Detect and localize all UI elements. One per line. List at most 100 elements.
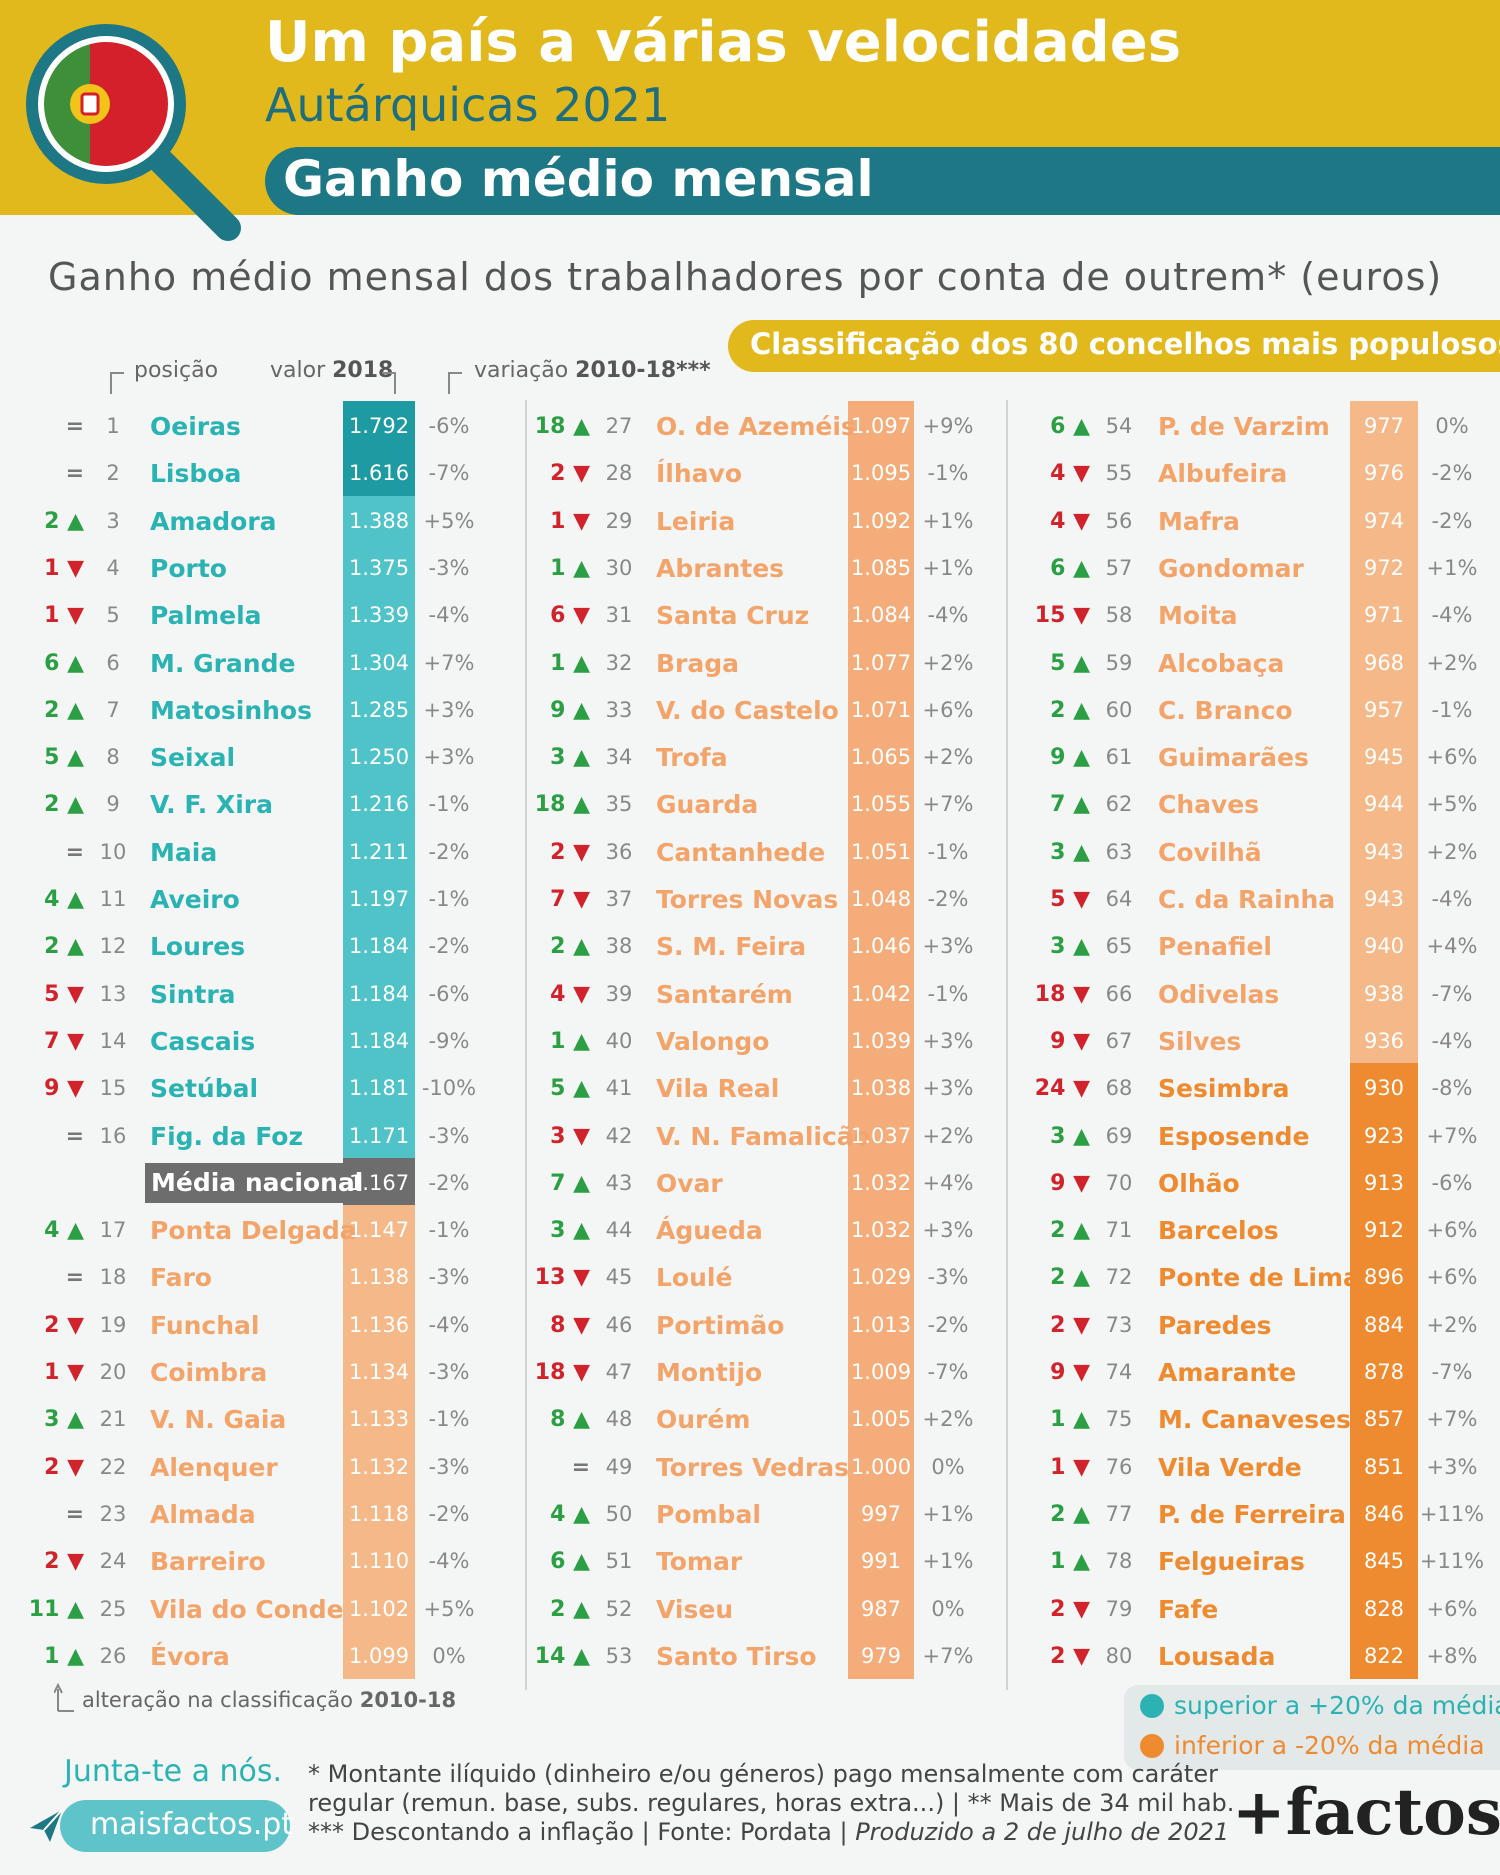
arrow-up-icon: ▲	[573, 1218, 590, 1244]
rank-number: 5	[106, 603, 120, 628]
rank-number: 72	[1105, 1265, 1133, 1290]
rank-number: 77	[1105, 1501, 1133, 1526]
municipality-name: Pombal	[656, 1499, 761, 1529]
rank-change-value: 8	[550, 1407, 574, 1433]
bar-segment	[848, 779, 914, 828]
rank-change: 11 ▲	[14, 1586, 84, 1633]
bar-segment	[848, 1015, 914, 1065]
bar-segment	[1350, 968, 1418, 1017]
variation-value: +4%	[922, 1170, 974, 1195]
variation-value: +4%	[1426, 934, 1478, 959]
value-bracket	[382, 372, 396, 394]
legend-high-dot	[1140, 1694, 1164, 1718]
rank-number: 40	[605, 1028, 633, 1053]
bar-segment	[848, 732, 914, 781]
variation-value: 0%	[931, 1454, 965, 1479]
arrow-down-icon: ▼	[67, 603, 84, 629]
magnifier-flag-icon	[26, 24, 241, 241]
site-link[interactable]: maisfactos.pt	[60, 1800, 293, 1852]
municipality-name: Santo Tirso	[656, 1641, 817, 1671]
rank-change-value: 4	[44, 1218, 68, 1244]
arrow-down-icon: ▼	[67, 981, 84, 1007]
rank-change: 18 ▼	[1020, 971, 1090, 1018]
classification-pill: Classificação dos 80 concelhos mais popu…	[728, 320, 1500, 372]
arrow-up-icon: ▲	[1073, 1265, 1090, 1291]
rank-change: 18 ▲	[520, 403, 590, 450]
rank-number: 13	[99, 981, 127, 1006]
municipality-name: Fafe	[1158, 1594, 1219, 1624]
salary-value: 1.136	[348, 1312, 410, 1337]
arrow-up-icon: ▲	[1073, 934, 1090, 960]
salary-value: 1.039	[850, 1028, 912, 1053]
salary-value: 1.304	[348, 650, 410, 675]
rank-change: =	[65, 414, 84, 439]
rank-number: 42	[605, 1123, 633, 1148]
municipality-name: Portimão	[656, 1310, 785, 1340]
arrow-down-icon: ▼	[573, 1360, 590, 1385]
bar-segment	[848, 590, 914, 639]
municipality-name: Felgueiras	[1158, 1547, 1305, 1577]
rank-change-value: 2	[550, 839, 574, 865]
bar-segment	[1350, 495, 1418, 544]
rank-number: 49	[605, 1454, 633, 1479]
variation-value: +1%	[922, 1549, 974, 1574]
rank-number: 41	[605, 1076, 633, 1101]
rank-change-value: 2	[44, 1454, 68, 1480]
arrow-down-icon: ▼	[1073, 981, 1090, 1007]
salary-value: 972	[1363, 555, 1405, 580]
arrow-up-icon: ▲	[573, 1596, 590, 1622]
rank-number: 27	[605, 414, 633, 438]
rank-change-value: 5	[1050, 887, 1074, 912]
arrow-up-icon: ▲	[1073, 792, 1090, 818]
variation-value: +3%	[1426, 1454, 1478, 1479]
rank-change-value: 5	[1050, 650, 1074, 676]
variation-value: +6%	[1426, 1218, 1478, 1243]
arrow-up-icon: ▲	[1073, 1407, 1090, 1433]
rank-change: 4 ▼	[520, 971, 590, 1018]
salary-value: 1.134	[348, 1360, 410, 1384]
bar-segment	[848, 401, 914, 450]
rank-number: 51	[605, 1549, 633, 1574]
arrow-up-icon: ▲	[573, 745, 590, 771]
rank-change: 1 ▼	[14, 1349, 84, 1396]
rank-change-value: 2	[1050, 1501, 1074, 1527]
rank-change-value: 3	[550, 1218, 574, 1244]
bar-segment	[848, 1394, 914, 1443]
rank-change: =	[65, 1265, 84, 1291]
rank-change: 3 ▲	[1020, 829, 1090, 876]
rank-change-value: 9	[44, 1076, 68, 1102]
rank-number: 43	[605, 1170, 633, 1195]
arrow-down-icon: ▼	[67, 1454, 84, 1480]
arrow-up-icon: ▲	[573, 1170, 590, 1196]
rank-change-value: 6	[1050, 414, 1074, 439]
rank-change: 4 ▼	[1020, 450, 1090, 497]
bar-segment	[848, 874, 914, 923]
rank-number: 52	[605, 1596, 633, 1621]
rank-number: 35	[605, 792, 633, 817]
bar-segment	[343, 590, 415, 639]
salary-value: 1.616	[348, 461, 410, 486]
arrow-up-icon: ▲	[573, 1407, 590, 1433]
variation-value: +8%	[1426, 1643, 1478, 1668]
municipality-name: Porto	[150, 553, 227, 583]
municipality-name: Barcelos	[1158, 1216, 1279, 1246]
national-average-value: 1.167	[348, 1170, 410, 1195]
rank-number: 45	[605, 1265, 633, 1290]
rank-change-value: 15	[1034, 603, 1074, 629]
rank-change-value: 7	[550, 1170, 574, 1196]
rank-change-value: 18	[534, 1360, 574, 1385]
variation-value: -2%	[1431, 461, 1473, 486]
bar-segment	[343, 495, 415, 544]
bar-segment	[848, 1205, 914, 1254]
municipality-name: Guarda	[656, 790, 759, 820]
corner-arrow-icon	[54, 1683, 74, 1712]
salary-value: 979	[860, 1643, 902, 1668]
salary-value: 1.097	[850, 414, 912, 438]
rank-change: 2 ▼	[520, 450, 590, 497]
variation-value: +6%	[1426, 1265, 1478, 1290]
rank-change: 18 ▼	[520, 1349, 590, 1396]
rank-change: 7 ▲	[1020, 781, 1090, 828]
salary-value: 1.211	[348, 839, 410, 864]
bar-segment	[848, 1536, 914, 1585]
variation-value: +7%	[1426, 1407, 1478, 1432]
